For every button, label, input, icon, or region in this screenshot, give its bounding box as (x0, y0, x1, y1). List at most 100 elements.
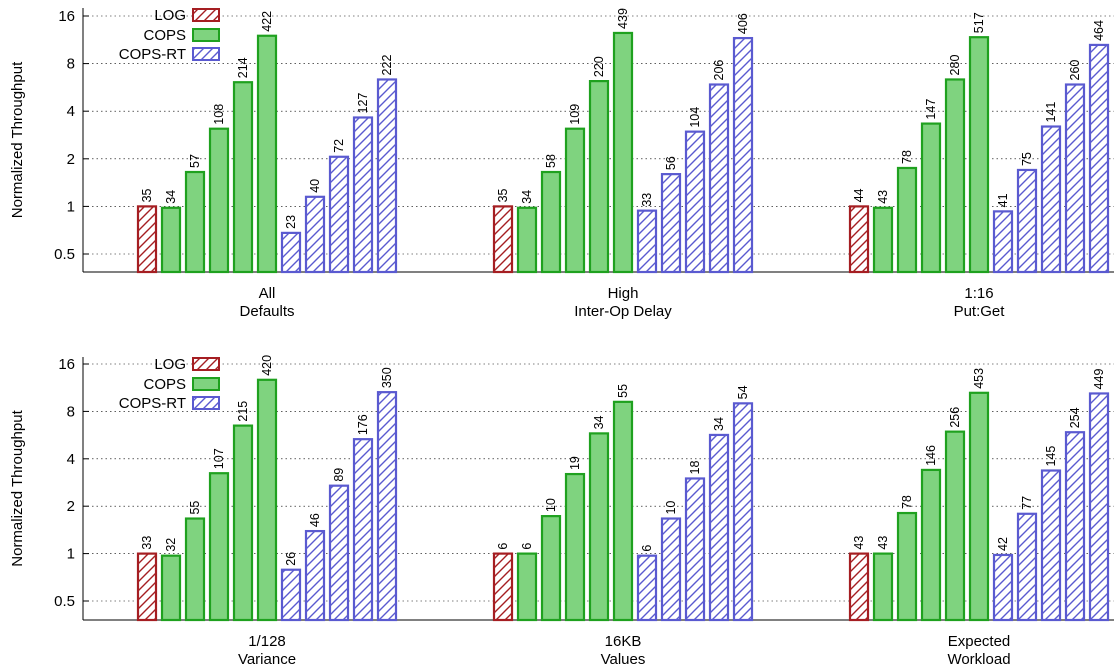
bar-cops (588, 80, 610, 274)
bar-data-label: 6 (640, 545, 654, 552)
bar-cops-rt (328, 484, 350, 622)
bar-cops-rt (1040, 125, 1062, 274)
category-label-line1: Expected (948, 633, 1011, 650)
bar-cops (208, 127, 230, 274)
bar-data-label: 104 (688, 107, 702, 128)
bar-data-label: 57 (188, 154, 202, 168)
category-label-line2: Values (601, 651, 646, 668)
category-label-line1: All (259, 285, 276, 302)
bar-data-label: 350 (380, 367, 394, 388)
bar-cops (920, 468, 942, 622)
bar-cops (968, 36, 990, 274)
bar-group: 35 34 58 109 220 439 33 56 104 206 406 HighInter-Op… (492, 8, 754, 320)
category-label-line2: Defaults (239, 303, 294, 320)
legend-label: COPS (143, 27, 186, 44)
category-label-line2: Workload (947, 651, 1010, 668)
bar-cops (160, 554, 182, 622)
bar-cops-rt (1040, 469, 1062, 622)
category-label-line2: Variance (238, 651, 296, 668)
bar-data-label: 54 (736, 385, 750, 399)
bar-data-label: 10 (664, 501, 678, 515)
bar-cops-rt (660, 517, 682, 622)
y-tick-label: 1 (67, 198, 75, 215)
y-axis-label: Normalized Throughput (9, 61, 26, 218)
bar-data-label: 517 (972, 12, 986, 33)
bar-data-label: 19 (568, 456, 582, 470)
bar-data-label: 107 (212, 448, 226, 469)
category-label-line1: 16KB (605, 633, 642, 650)
bar-cops (896, 166, 918, 274)
y-tick-label: 1 (67, 546, 75, 563)
bar-cops-rt (1064, 431, 1086, 622)
y-tick-label: 0.5 (54, 246, 75, 263)
bar-data-label: 23 (284, 215, 298, 229)
bar-data-label: 176 (356, 414, 370, 435)
bar-cops (612, 400, 634, 622)
bar-data-label: 72 (332, 139, 346, 153)
category-label-line1: High (608, 285, 639, 302)
y-tick-label: 8 (67, 403, 75, 420)
bar-data-label: 89 (332, 468, 346, 482)
bar-cops (232, 424, 254, 622)
bar-cops-rt (1016, 168, 1038, 274)
bar-cops (160, 206, 182, 274)
bar-data-label: 464 (1092, 20, 1106, 41)
legend-label: LOG (154, 7, 186, 24)
bar-data-label: 34 (712, 417, 726, 431)
bar-data-label: 26 (284, 552, 298, 566)
bar-data-label: 43 (876, 536, 890, 550)
bar-data-label: 40 (308, 179, 322, 193)
bar-cops-rt (328, 155, 350, 274)
bar-cops (184, 517, 206, 622)
bar-cops-rt (732, 36, 754, 274)
category-label-line2: Put:Get (954, 303, 1006, 320)
bar-data-label: 10 (544, 498, 558, 512)
y-tick-label: 0.5 (54, 593, 75, 610)
bar-cops (232, 81, 254, 274)
bar-log (136, 205, 158, 274)
bar-cops (516, 552, 538, 622)
bar-log (848, 205, 870, 274)
bar-data-label: 18 (688, 461, 702, 475)
legend-label: LOG (154, 356, 186, 373)
y-tick-label: 2 (67, 498, 75, 515)
legend-swatch (192, 396, 220, 410)
bar-cops-rt (660, 173, 682, 274)
bar-data-label: 127 (356, 93, 370, 114)
bar-data-label: 44 (852, 188, 866, 202)
bar-data-label: 58 (544, 154, 558, 168)
bar-data-label: 43 (876, 190, 890, 204)
bar-cops (540, 515, 562, 622)
legend-swatch (192, 28, 220, 42)
bar-data-label: 6 (520, 543, 534, 550)
bar-data-label: 147 (924, 99, 938, 120)
legend: LOG COPS COPS-RT (119, 7, 220, 63)
bar-cops (256, 378, 278, 622)
bar-cops-rt (280, 231, 302, 274)
legend-swatch (192, 377, 220, 391)
bar-log (848, 552, 870, 622)
bar-data-label: 254 (1068, 407, 1082, 428)
bar-data-label: 35 (496, 188, 510, 202)
bar-cops-rt (992, 553, 1014, 622)
bar-cops (944, 430, 966, 622)
bar-cops (184, 170, 206, 274)
bar-data-label: 453 (972, 368, 986, 389)
bar-data-label: 6 (496, 543, 510, 550)
bar-cops-rt (732, 402, 754, 622)
bar-data-label: 109 (568, 104, 582, 125)
bar-cops-rt (376, 391, 398, 622)
y-tick-label: 2 (67, 151, 75, 168)
bar-data-label: 42 (996, 537, 1010, 551)
legend-swatch (192, 47, 220, 61)
bar-cops-rt (1088, 43, 1110, 274)
bar-data-label: 439 (616, 8, 630, 29)
bar-data-label: 33 (140, 536, 154, 550)
bar-data-label: 41 (996, 193, 1010, 207)
bar-cops (564, 472, 586, 622)
bar-data-label: 55 (188, 501, 202, 515)
